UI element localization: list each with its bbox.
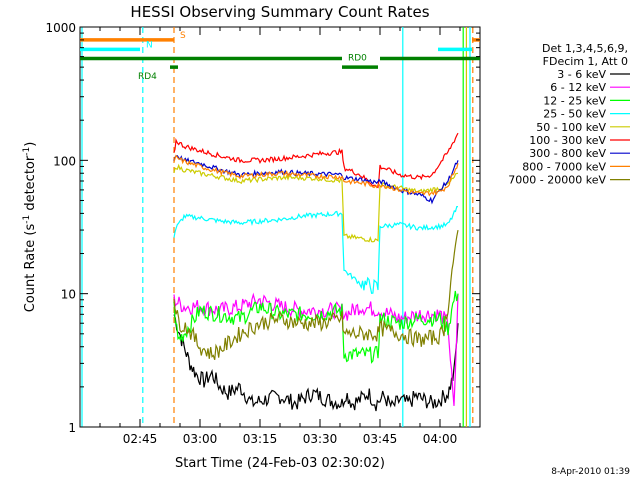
status-bar-label: RD4 (138, 72, 157, 82)
x-tick-label: 03:15 (243, 432, 278, 446)
axis-ticks: 02:45 03:00 03:15 03:30 03:45 04:00 1 10 100 1000 (45, 21, 481, 446)
x-tick-label: 04:00 (423, 432, 458, 446)
legend: Det 1,3,4,5,6,9, FDecim 1, Att 0 3 - 6 k… (508, 42, 630, 187)
legend-entry-label: 800 - 7000 keV (522, 160, 606, 173)
x-tick-label: 03:30 (303, 432, 338, 446)
status-bars: S N RD0 RD4 (80, 31, 480, 82)
series-line-8 (173, 229, 459, 360)
series-line-1 (173, 292, 459, 406)
legend-entry-label: 7000 - 20000 keV (508, 174, 606, 187)
event-vertical-lines (81, 27, 474, 427)
y-axis-label: Count Rate (s-1 detector-1) (22, 142, 38, 313)
series-line-7 (173, 154, 459, 197)
series-line-5 (173, 132, 459, 189)
y-tick-label: 1 (68, 421, 76, 435)
series-line-0 (173, 314, 459, 412)
series-line-6 (173, 155, 459, 205)
legend-header-line-2: FDecim 1, Att 0 (543, 55, 628, 68)
legend-header-line-1: Det 1,3,4,5,6,9, (542, 42, 628, 55)
legend-entry-label: 3 - 6 keV (557, 68, 606, 81)
y-tick-label: 10 (61, 288, 76, 302)
legend-entry-label: 50 - 100 keV (536, 121, 606, 134)
x-tick-label: 03:00 (183, 432, 218, 446)
series-line-2 (173, 290, 459, 364)
legend-entry-label: 25 - 50 keV (543, 108, 606, 121)
status-bar-label: RD0 (348, 54, 367, 64)
x-axis-label: Start Time (24-Feb-03 02:30:02) (175, 456, 385, 471)
legend-entry-label: 300 - 800 keV (529, 147, 606, 160)
series-line-3 (173, 206, 458, 294)
y-tick-label: 100 (53, 154, 76, 168)
y-tick-label: 1000 (45, 21, 76, 35)
footer-timestamp: 8-Apr-2010 01:39 (551, 467, 630, 477)
x-tick-label: 03:45 (363, 432, 398, 446)
legend-entry-label: 6 - 12 keV (550, 81, 606, 94)
series-lines (173, 132, 459, 412)
legend-entry-label: 100 - 300 keV (529, 134, 606, 147)
x-tick-label: 02:45 (123, 432, 158, 446)
status-bar-label: N (146, 40, 153, 50)
chart-title: HESSI Observing Summary Count Rates (130, 3, 429, 21)
legend-entry-label: 12 - 25 keV (543, 94, 606, 107)
status-bar-label: S (180, 31, 186, 41)
